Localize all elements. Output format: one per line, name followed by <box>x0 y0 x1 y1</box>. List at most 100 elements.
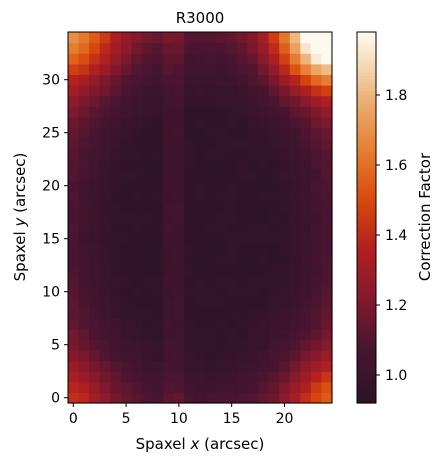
heatmap-cell <box>236 85 249 97</box>
colorbar-segment <box>357 285 376 290</box>
heatmap-cell <box>78 32 90 44</box>
heatmap-cell <box>184 233 196 245</box>
heatmap-cell <box>141 63 154 75</box>
heatmap-cell <box>141 127 154 139</box>
colorbar-tick-label: 1.6 <box>385 158 407 174</box>
colorbar-segment <box>357 325 376 330</box>
heatmap-cell <box>99 392 111 404</box>
colorbar-segment <box>357 288 376 293</box>
heatmap-cell <box>141 360 154 372</box>
colorbar-tick-label: 1.0 <box>385 368 407 384</box>
heatmap-cell <box>99 286 111 298</box>
heatmap-cell <box>99 106 111 118</box>
heatmap-cell <box>321 392 333 404</box>
heatmap-cell <box>120 392 132 404</box>
heatmap-cell <box>163 297 175 309</box>
heatmap-cell <box>310 85 323 97</box>
heatmap-cell <box>236 127 249 139</box>
heatmap-cell <box>258 233 270 245</box>
colorbar-segment <box>357 202 376 206</box>
heatmap-cell <box>268 42 280 54</box>
heatmap-cell <box>289 169 301 181</box>
heatmap-cell <box>236 63 249 75</box>
heatmap-cell <box>110 318 122 330</box>
heatmap-cell <box>152 328 164 340</box>
colorbar-segment <box>357 239 376 243</box>
heatmap-cell <box>152 265 164 277</box>
heatmap-cell <box>131 106 143 118</box>
heatmap-cell <box>236 95 249 107</box>
heatmap-cell <box>205 254 217 266</box>
heatmap-cell <box>268 307 280 319</box>
heatmap-cell <box>279 328 291 340</box>
heatmap-cell <box>258 148 270 160</box>
colorbar-segment <box>357 81 376 86</box>
heatmap-cell <box>78 74 90 86</box>
y-tick-label: 30 <box>42 73 60 89</box>
heatmap-cell <box>289 53 301 65</box>
heatmap-cell <box>321 233 333 245</box>
heatmap-cell <box>226 233 238 245</box>
colorbar-segment <box>357 341 376 345</box>
heatmap-cell <box>120 244 132 256</box>
colorbar-segment <box>357 189 376 194</box>
heatmap-cell <box>215 53 227 65</box>
heatmap-cell <box>184 307 196 319</box>
heatmap-cell <box>194 85 206 97</box>
heatmap-cell <box>321 138 333 150</box>
heatmap-cell <box>120 286 132 298</box>
colorbar-segment <box>357 146 376 151</box>
heatmap-cell <box>258 180 270 192</box>
heatmap-cell <box>215 297 227 309</box>
heatmap-cell <box>173 191 185 203</box>
heatmap-cell <box>215 74 227 86</box>
heatmap-cell <box>141 328 154 340</box>
colorbar-segment <box>357 96 376 101</box>
heatmap-cell <box>247 127 259 139</box>
heatmap-cell <box>89 222 101 234</box>
heatmap-cell <box>300 63 312 75</box>
heatmap-cell <box>268 233 280 245</box>
heatmap-cell <box>78 265 90 277</box>
heatmap-cell <box>300 95 312 107</box>
colorbar-segment <box>357 121 376 126</box>
heatmap-cell <box>173 42 185 54</box>
heatmap-cell <box>300 116 312 128</box>
heatmap-cell <box>215 116 227 128</box>
heatmap-cell <box>131 74 143 86</box>
colorbar-segment <box>357 282 376 287</box>
heatmap-cell <box>163 201 175 213</box>
heatmap-cell <box>131 148 143 160</box>
heatmap-cell <box>99 63 111 75</box>
heatmap-cell <box>321 244 333 256</box>
heatmap-cell <box>194 265 206 277</box>
heatmap-cell <box>289 318 301 330</box>
heatmap-cell <box>131 233 143 245</box>
heatmap-cell <box>310 116 323 128</box>
heatmap-cell <box>247 63 259 75</box>
heatmap-cell <box>131 297 143 309</box>
heatmap-cell <box>300 360 312 372</box>
heatmap-cell <box>120 339 132 351</box>
heatmap-cell <box>194 138 206 150</box>
heatmap-cell <box>205 318 217 330</box>
heatmap-cell <box>226 191 238 203</box>
heatmap-cell <box>184 275 196 287</box>
heatmap-cell <box>152 159 164 171</box>
heatmap-cell <box>99 244 111 256</box>
heatmap-cell <box>247 339 259 351</box>
heatmap-cell <box>68 286 80 298</box>
heatmap-cell <box>68 106 80 118</box>
heatmap-cell <box>215 265 227 277</box>
heatmap-cell <box>215 360 227 372</box>
heatmap-cell <box>247 307 259 319</box>
heatmap-cell <box>268 159 280 171</box>
heatmap-cell <box>110 286 122 298</box>
heatmap-cell <box>289 360 301 372</box>
heatmap-cell <box>300 328 312 340</box>
heatmap-cell <box>163 106 175 118</box>
heatmap-cell <box>163 138 175 150</box>
heatmap-cell <box>152 63 164 75</box>
heatmap-cell <box>300 53 312 65</box>
